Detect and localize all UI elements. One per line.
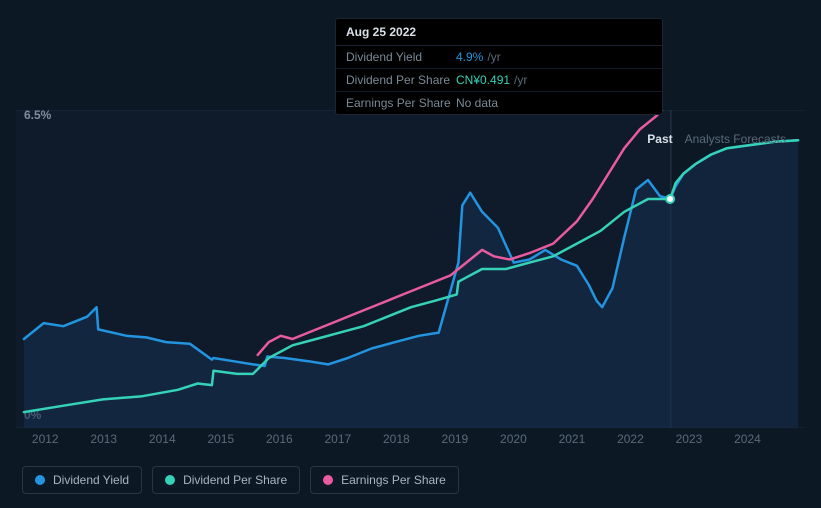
x-tick-label: 2020	[500, 432, 527, 446]
legend-label: Dividend Per Share	[183, 473, 287, 487]
x-tick-label: 2021	[559, 432, 586, 446]
x-tick-label: 2012	[32, 432, 59, 446]
region-labels: Past Analysts Forecasts	[647, 132, 786, 146]
tooltip-row-value: 4.9%/yr	[456, 50, 501, 64]
tooltip-row-value: No data	[456, 96, 498, 110]
tooltip-date: Aug 25 2022	[336, 19, 662, 46]
x-tick-label: 2016	[266, 432, 293, 446]
chart-plot-area[interactable]	[16, 110, 806, 428]
tooltip-row-label: Dividend Yield	[346, 50, 456, 64]
tooltip-row-label: Earnings Per Share	[346, 96, 456, 110]
x-tick-label: 2023	[676, 432, 703, 446]
x-tick-label: 2022	[617, 432, 644, 446]
legend-item[interactable]: Earnings Per Share	[310, 466, 459, 494]
legend-label: Dividend Yield	[53, 473, 129, 487]
legend-dot-icon	[165, 475, 175, 485]
x-tick-label: 2018	[383, 432, 410, 446]
legend-item[interactable]: Dividend Per Share	[152, 466, 300, 494]
chart-tooltip: Aug 25 2022 Dividend Yield4.9%/yrDividen…	[335, 18, 663, 115]
x-tick-label: 2024	[734, 432, 761, 446]
x-tick-label: 2017	[324, 432, 351, 446]
tooltip-row-label: Dividend Per Share	[346, 73, 456, 87]
legend-dot-icon	[35, 475, 45, 485]
tooltip-row: Earnings Per ShareNo data	[336, 92, 662, 114]
x-tick-label: 2013	[90, 432, 117, 446]
tooltip-row: Dividend Yield4.9%/yr	[336, 46, 662, 69]
legend-label: Earnings Per Share	[341, 473, 446, 487]
x-tick-label: 2014	[149, 432, 176, 446]
x-axis: 2012 2013 2014 2015 2016 2017 2018 2019 2020 2021…	[16, 432, 806, 452]
x-tick-label: 2015	[207, 432, 234, 446]
tooltip-row-value: CN¥0.491/yr	[456, 73, 527, 87]
tooltip-row: Dividend Per ShareCN¥0.491/yr	[336, 69, 662, 92]
chart-legend: Dividend Yield Dividend Per Share Earnings…	[22, 466, 459, 494]
region-past-label: Past	[647, 132, 672, 146]
legend-dot-icon	[323, 475, 333, 485]
region-forecast-label: Analysts Forecasts	[685, 132, 786, 146]
legend-item[interactable]: Dividend Yield	[22, 466, 142, 494]
x-tick-label: 2019	[442, 432, 469, 446]
